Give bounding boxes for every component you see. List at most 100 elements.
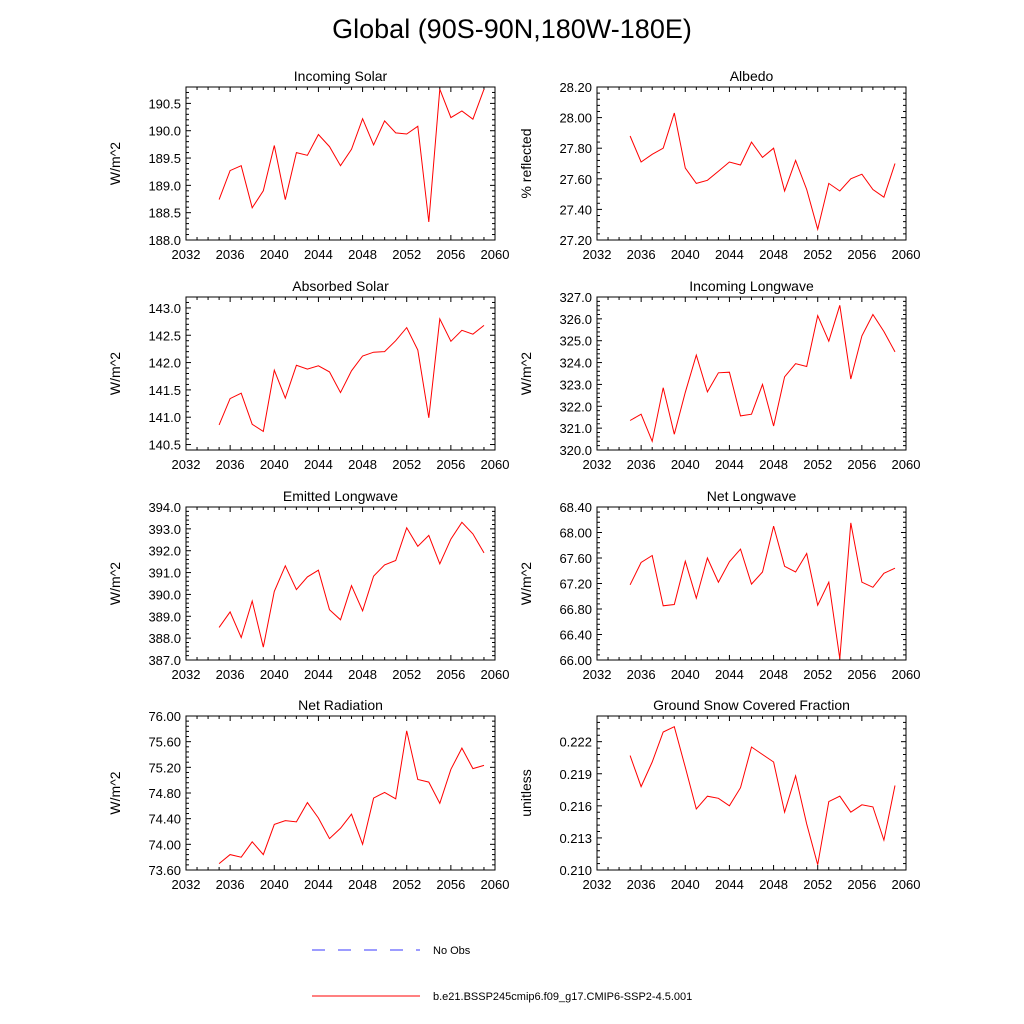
x-tick-label: 2056 — [436, 877, 465, 892]
x-tick-label: 2036 — [627, 667, 656, 682]
x-tick-label: 2044 — [715, 667, 744, 682]
x-tick-label: 2048 — [348, 877, 377, 892]
plot-frame — [185, 86, 496, 241]
y-tick-label: 66.80 — [559, 602, 592, 617]
y-axis-label: W/m^2 — [518, 352, 534, 395]
figure-title: Global (90S-90N,180W-180E) — [332, 14, 692, 44]
y-tick-label: 68.40 — [559, 500, 592, 515]
y-tick-label: 76.00 — [148, 709, 181, 724]
x-tick-label: 2044 — [715, 457, 744, 472]
x-tick-label: 2056 — [436, 667, 465, 682]
x-tick-label: 2032 — [172, 877, 201, 892]
y-tick-label: 322.0 — [559, 399, 592, 414]
panels-group: Incoming Solar W/m^2 2032 2036 2040 2044 2048 2… — [107, 68, 920, 892]
panel-4: Incoming Longwave W/m^2 2032 2036 2040 2044 20… — [518, 278, 920, 472]
y-tick-label: 327.0 — [559, 290, 592, 305]
y-tick-label: 0.213 — [559, 831, 592, 846]
y-tick-label: 323.0 — [559, 377, 592, 392]
panel-title: Emitted Longwave — [283, 488, 398, 504]
x-tick-label: 2040 — [671, 457, 700, 472]
y-tick-label: 142.0 — [148, 356, 181, 371]
y-tick-label: 0.210 — [559, 863, 592, 878]
x-tick-label: 2036 — [627, 877, 656, 892]
x-tick-label: 2056 — [436, 247, 465, 262]
x-tick-label: 2040 — [260, 247, 289, 262]
y-tick-label: 142.5 — [148, 328, 181, 343]
y-tick-label: 143.0 — [148, 301, 181, 316]
y-tick-label: 27.80 — [559, 141, 592, 156]
y-tick-label: 388.0 — [148, 631, 181, 646]
x-tick-label: 2052 — [803, 247, 832, 262]
y-tick-label: 389.0 — [148, 609, 181, 624]
y-tick-label: 73.60 — [148, 863, 181, 878]
y-tick-label: 0.222 — [559, 735, 592, 750]
panel-7: Net Radiation W/m^2 2032 2036 2040 2044 2048 20… — [107, 697, 509, 892]
y-tick-label: 0.219 — [559, 767, 592, 782]
x-tick-label: 2048 — [348, 247, 377, 262]
x-tick-label: 2052 — [803, 877, 832, 892]
y-tick-label: 67.60 — [559, 551, 592, 566]
x-tick-label: 2048 — [348, 667, 377, 682]
plot-frame — [185, 506, 496, 661]
x-tick-label: 2044 — [715, 877, 744, 892]
panel-6: Net Longwave W/m^2 2032 2036 2040 2044 2048 205… — [518, 488, 920, 682]
legend-obs-label: No Obs — [433, 945, 471, 957]
x-tick-label: 2032 — [583, 247, 612, 262]
series-line — [218, 89, 485, 223]
x-tick-label: 2056 — [847, 877, 876, 892]
x-tick-label: 2032 — [583, 667, 612, 682]
x-tick-label: 2040 — [260, 457, 289, 472]
x-tick-label: 2052 — [392, 877, 421, 892]
y-tick-label: 324.0 — [559, 356, 592, 371]
y-axis-label: % reflected — [518, 128, 534, 198]
x-tick-label: 2040 — [671, 667, 700, 682]
x-tick-label: 2052 — [392, 457, 421, 472]
y-tick-label: 141.0 — [148, 410, 181, 425]
x-tick-label: 2060 — [892, 667, 921, 682]
y-tick-label: 392.0 — [148, 544, 181, 559]
y-axis-label: W/m^2 — [107, 352, 123, 395]
x-tick-label: 2056 — [847, 667, 876, 682]
y-tick-label: 320.0 — [559, 443, 592, 458]
x-tick-label: 2044 — [304, 457, 333, 472]
panel-2: Albedo % reflected 2032 2036 2040 2044 2048 205… — [518, 68, 920, 262]
plot-frame — [596, 715, 907, 871]
panel-title: Ground Snow Covered Fraction — [653, 697, 850, 713]
x-tick-label: 2044 — [304, 667, 333, 682]
panel-title: Incoming Solar — [294, 68, 388, 84]
series-line — [629, 522, 896, 659]
x-tick-label: 2040 — [671, 247, 700, 262]
y-tick-label: 27.20 — [559, 233, 592, 248]
y-tick-label: 66.40 — [559, 628, 592, 643]
y-tick-label: 325.0 — [559, 334, 592, 349]
x-tick-label: 2036 — [216, 457, 245, 472]
legend: No Obs b.e21.BSSP245cmip6.f09_g17.CMIP6-… — [312, 945, 692, 1003]
x-tick-label: 2056 — [847, 457, 876, 472]
legend-model-label: b.e21.BSSP245cmip6.f09_g17.CMIP6-SSP2-4.… — [433, 991, 692, 1003]
x-tick-label: 2032 — [172, 457, 201, 472]
panel-title: Absorbed Solar — [292, 278, 389, 294]
x-tick-label: 2060 — [892, 877, 921, 892]
x-tick-label: 2044 — [304, 877, 333, 892]
series-line — [218, 521, 485, 648]
x-tick-label: 2036 — [216, 247, 245, 262]
x-tick-label: 2040 — [671, 877, 700, 892]
x-tick-label: 2040 — [260, 877, 289, 892]
y-axis-label: W/m^2 — [107, 562, 123, 605]
x-tick-label: 2060 — [481, 247, 510, 262]
y-tick-label: 27.40 — [559, 202, 592, 217]
y-tick-label: 393.0 — [148, 522, 181, 537]
x-tick-label: 2060 — [481, 667, 510, 682]
y-tick-label: 66.00 — [559, 653, 592, 668]
x-tick-label: 2036 — [216, 877, 245, 892]
x-tick-label: 2044 — [715, 247, 744, 262]
plot-frame — [185, 296, 496, 451]
y-tick-label: 74.80 — [148, 786, 181, 801]
y-tick-label: 0.216 — [559, 799, 592, 814]
panel-5: Emitted Longwave W/m^2 2032 2036 2040 2044 204… — [107, 488, 509, 682]
y-tick-label: 188.0 — [148, 233, 181, 248]
y-tick-label: 75.60 — [148, 735, 181, 750]
y-tick-label: 28.00 — [559, 111, 592, 126]
x-tick-label: 2056 — [436, 457, 465, 472]
